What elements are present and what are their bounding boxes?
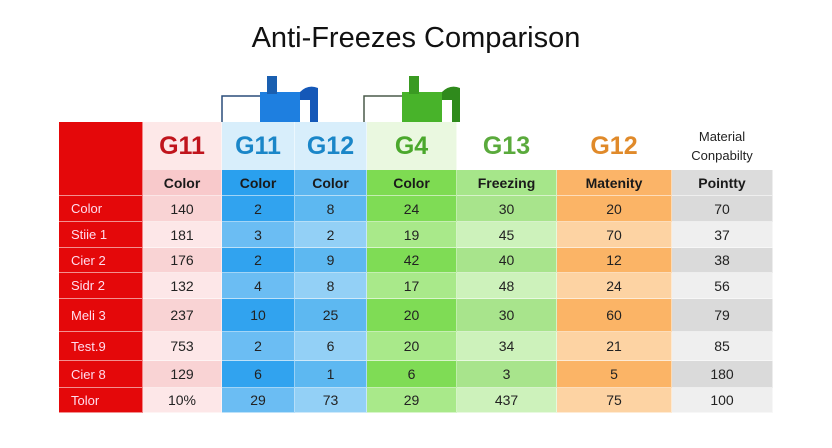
table-cell: 2	[295, 222, 367, 248]
row-label: Tolor	[59, 388, 143, 413]
table-cell: 24	[367, 196, 457, 222]
table-cell: 8	[295, 273, 367, 299]
table-cell: 3	[457, 361, 557, 388]
table-cell: 42	[367, 248, 457, 273]
table-cell: 70	[557, 222, 672, 248]
table-cell: 37	[672, 222, 773, 248]
table-cell: 6	[367, 361, 457, 388]
green-antifreeze-bottle-icon	[363, 76, 460, 124]
column-subheader: Freezing	[457, 170, 557, 196]
table-cell: 181	[143, 222, 222, 248]
table-cell: 2	[222, 248, 295, 273]
table-cell: 29	[222, 388, 295, 413]
column-brand-header: G12	[295, 122, 367, 170]
table-cell: 176	[143, 248, 222, 273]
column-subheader: Matenity	[557, 170, 672, 196]
table-cell: 180	[672, 361, 773, 388]
table-cell: 753	[143, 332, 222, 361]
table-cell: 30	[457, 299, 557, 332]
table-cell: 79	[672, 299, 773, 332]
table-cell: 60	[557, 299, 672, 332]
table-cell: 10	[222, 299, 295, 332]
table-cell: 9	[295, 248, 367, 273]
table-cell: 19	[367, 222, 457, 248]
column-subheader: Color	[367, 170, 457, 196]
column-subheader: Color	[222, 170, 295, 196]
table-cell: 1	[295, 361, 367, 388]
table-cell: 17	[367, 273, 457, 299]
row-label: Stiie 1	[59, 222, 143, 248]
table-cell: 5	[557, 361, 672, 388]
table-cell: 56	[672, 273, 773, 299]
table-cell: 129	[143, 361, 222, 388]
table-cell: 4	[222, 273, 295, 299]
table-cell: 140	[143, 196, 222, 222]
table-cell: 237	[143, 299, 222, 332]
table-cell: 70	[672, 196, 773, 222]
table-cell: 100	[672, 388, 773, 413]
table-cell: 8	[295, 196, 367, 222]
table-cell: 38	[672, 248, 773, 273]
blue-antifreeze-bottle-icon	[221, 76, 318, 124]
table-cell: 10%	[143, 388, 222, 413]
table-cell: 2	[222, 196, 295, 222]
table-cell: 3	[222, 222, 295, 248]
table-cell: 30	[457, 196, 557, 222]
table-cell: 12	[557, 248, 672, 273]
table-cell: 75	[557, 388, 672, 413]
table-cell: 73	[295, 388, 367, 413]
row-label: Color	[59, 196, 143, 222]
table-cell: 25	[295, 299, 367, 332]
table-cell: 6	[222, 361, 295, 388]
table-cell: 20	[367, 332, 457, 361]
row-label: Meli 3	[59, 299, 143, 332]
header-corner-cell	[59, 122, 143, 196]
table-cell: 20	[367, 299, 457, 332]
column-brand-header: G11	[143, 122, 222, 170]
column-brand-header: G11	[222, 122, 295, 170]
column-brand-header: G12	[557, 122, 672, 170]
table-cell: 40	[457, 248, 557, 273]
row-label: Test.9	[59, 332, 143, 361]
table-cell: 48	[457, 273, 557, 299]
column-brand-header: G4	[367, 122, 457, 170]
column-subheader: Color	[143, 170, 222, 196]
column-brand-header: G13	[457, 122, 557, 170]
row-label: Cier 8	[59, 361, 143, 388]
row-label: Cier 2	[59, 248, 143, 273]
table-cell: 45	[457, 222, 557, 248]
column-subheader: Color	[295, 170, 367, 196]
table-cell: 24	[557, 273, 672, 299]
row-label: Sidr 2	[59, 273, 143, 299]
table-cell: 132	[143, 273, 222, 299]
table-cell: 437	[457, 388, 557, 413]
table-cell: 34	[457, 332, 557, 361]
table-cell: 6	[295, 332, 367, 361]
table-cell: 85	[672, 332, 773, 361]
table-cell: 2	[222, 332, 295, 361]
column-subheader: Pointty	[672, 170, 773, 196]
column-brand-header: Material Conpabilty	[672, 122, 773, 170]
table-cell: 21	[557, 332, 672, 361]
table-cell: 29	[367, 388, 457, 413]
comparison-table: G11 G11 G12 G4 G13 G12 Material Conpabilty Colo…	[59, 122, 773, 413]
table-cell: 20	[557, 196, 672, 222]
page-title: Anti-Freezes Comparison	[251, 22, 581, 54]
